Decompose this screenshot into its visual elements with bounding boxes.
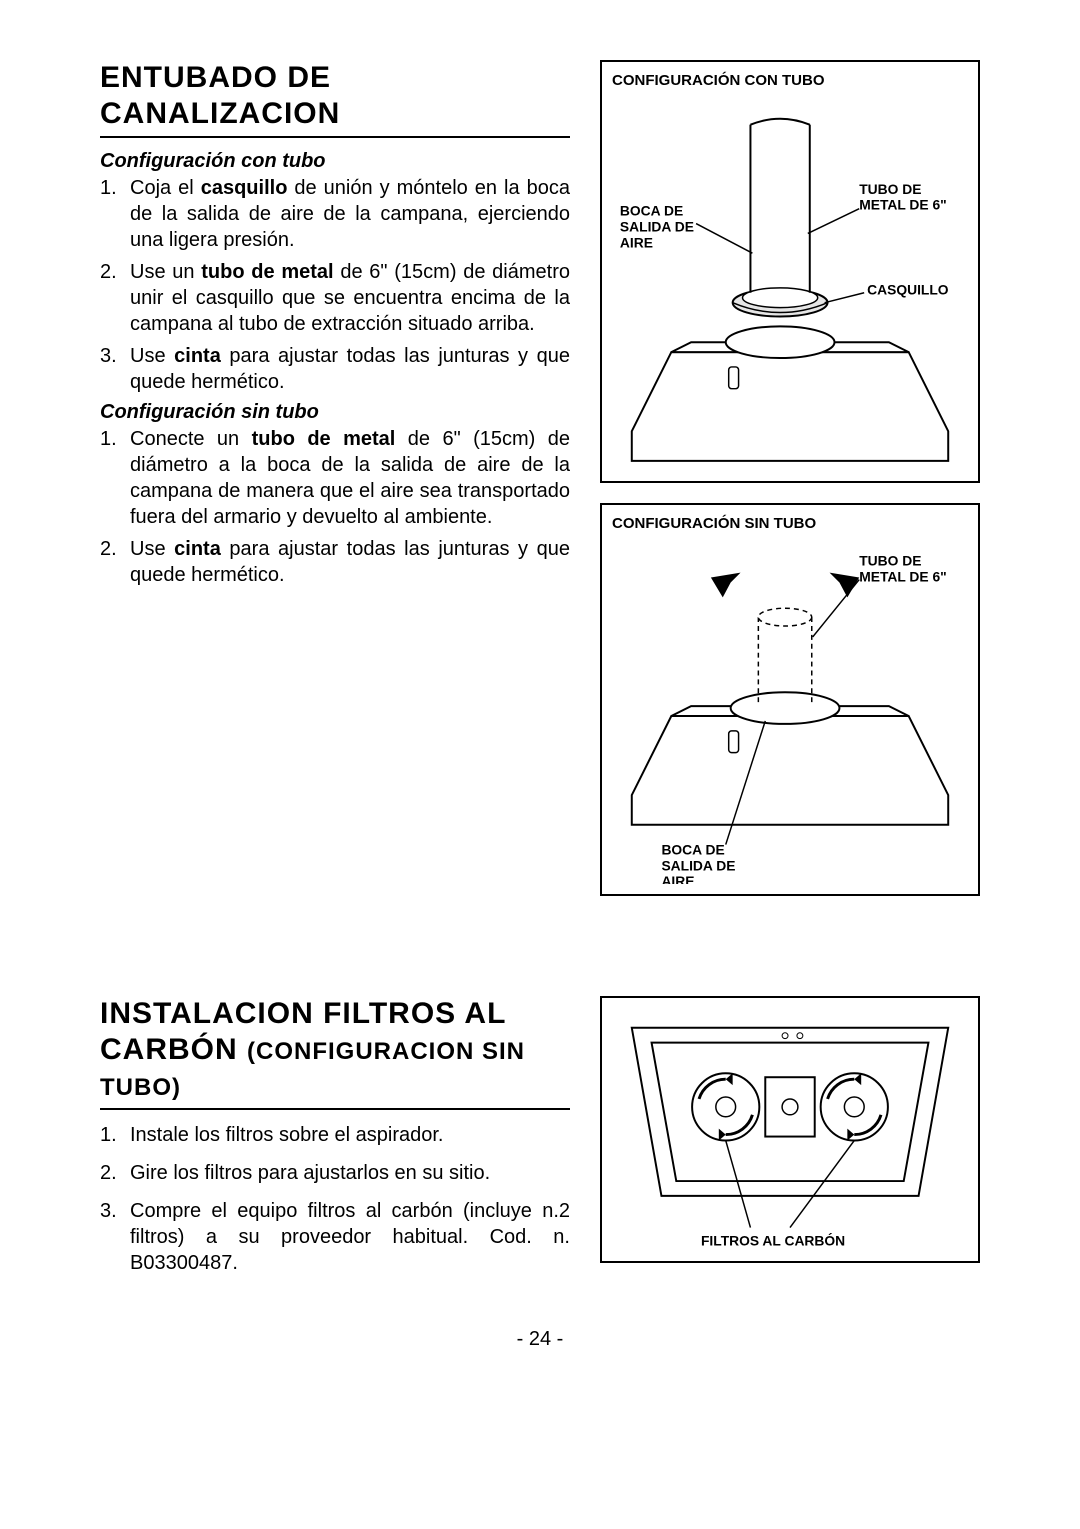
list-item: Compre el equipo filtros al carbón (incl… xyxy=(100,1198,570,1276)
diagram3-svg: FILTROS AL CARBÓN xyxy=(612,1008,968,1255)
list-item: Use un tubo de metal de 6" (15cm) de diá… xyxy=(100,259,570,337)
diagram2-title: CONFIGURACIÓN SIN TUBO xyxy=(612,515,968,532)
label-casquillo: CASQUILLO xyxy=(867,282,949,298)
label-filtros: FILTROS AL CARBÓN xyxy=(701,1231,845,1248)
diagram-filters: FILTROS AL CARBÓN xyxy=(600,996,980,1263)
label-tubo: TUBO DE METAL DE 6" xyxy=(859,181,947,213)
diagram-sin-tubo: CONFIGURACIÓN SIN TUBO xyxy=(600,503,980,896)
list-sin-tubo: Conecte un tubo de metal de 6" (15cm) de… xyxy=(100,426,570,588)
label-boca2: BOCA DE SALIDA DE AIRE xyxy=(661,841,739,884)
diagram1-title: CONFIGURACIÓN CON TUBO xyxy=(612,72,968,89)
list-item: Use cinta para ajustar todas las juntura… xyxy=(100,536,570,588)
page-number: - 24 - xyxy=(100,1328,980,1351)
ducting-diagrams-column: CONFIGURACIÓN CON TUBO xyxy=(600,60,980,896)
diagram2-svg: TUBO DE METAL DE 6" BOCA DE SALIDA DE AI… xyxy=(612,538,968,884)
section2-heading: INSTALACION FILTROS AL CARBÓN (CONFIGURA… xyxy=(100,996,570,1110)
label-tubo2: TUBO DE METAL DE 6" xyxy=(859,552,947,584)
diagram-con-tubo: CONFIGURACIÓN CON TUBO xyxy=(600,60,980,483)
list-item: Conecte un tubo de metal de 6" (15cm) de… xyxy=(100,426,570,530)
list-item: Coja el casquillo de unión y móntelo en … xyxy=(100,175,570,253)
filters-text-column: INSTALACION FILTROS AL CARBÓN (CONFIGURA… xyxy=(100,996,570,1288)
subheading-con-tubo: Configuración con tubo xyxy=(100,150,570,173)
list-con-tubo: Coja el casquillo de unión y móntelo en … xyxy=(100,175,570,395)
list-item: Use cinta para ajustar todas las juntura… xyxy=(100,343,570,395)
filter-left xyxy=(692,1073,759,1140)
list-item: Gire los filtros para ajustarlos en su s… xyxy=(100,1160,570,1186)
ducting-text-column: ENTUBADO DE CANALIZACION Configuración c… xyxy=(100,60,570,896)
section1-heading: ENTUBADO DE CANALIZACION xyxy=(100,60,570,138)
list-item: Instale los filtros sobre el aspirador. xyxy=(100,1122,570,1148)
filter-right xyxy=(821,1073,888,1140)
subheading-sin-tubo: Configuración sin tubo xyxy=(100,401,570,424)
label-boca: BOCA DE SALIDA DE AIRE xyxy=(620,203,698,251)
list-filters: Instale los filtros sobre el aspirador. … xyxy=(100,1122,570,1276)
ducting-section: ENTUBADO DE CANALIZACION Configuración c… xyxy=(100,60,980,896)
diagram1-svg: BOCA DE SALIDA DE AIRE TUBO DE METAL DE … xyxy=(612,95,968,471)
filters-diagram-column: FILTROS AL CARBÓN xyxy=(600,996,980,1288)
filters-section: INSTALACION FILTROS AL CARBÓN (CONFIGURA… xyxy=(100,996,980,1288)
